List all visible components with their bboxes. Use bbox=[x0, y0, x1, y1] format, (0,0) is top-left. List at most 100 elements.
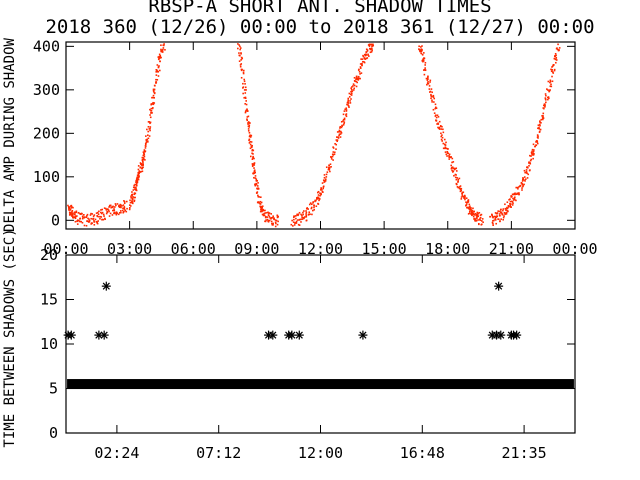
top-data-point bbox=[357, 79, 360, 81]
top-data-point bbox=[305, 213, 307, 215]
top-data-point bbox=[313, 204, 315, 206]
top-data-point bbox=[549, 85, 552, 88]
top-data-point bbox=[75, 210, 78, 213]
top-data-point bbox=[556, 47, 558, 49]
top-data-point bbox=[249, 134, 252, 137]
top-data-point bbox=[240, 59, 242, 61]
top-data-point bbox=[359, 66, 362, 68]
top-data-point bbox=[297, 219, 299, 221]
top-data-point bbox=[346, 103, 348, 106]
top-data-point bbox=[81, 221, 84, 224]
top-data-point bbox=[350, 92, 353, 95]
top-data-point bbox=[528, 161, 530, 163]
top-data-point bbox=[461, 192, 463, 195]
top-y-axis: 0 100 200 300 400 bbox=[33, 37, 575, 229]
top-data-point bbox=[252, 153, 254, 155]
top-data-point bbox=[520, 181, 523, 184]
top-data-point bbox=[558, 47, 561, 49]
top-data-point bbox=[452, 161, 455, 163]
top-data-point bbox=[243, 89, 246, 91]
top-data-point bbox=[516, 186, 519, 189]
top-data-point bbox=[549, 80, 552, 83]
top-data-point bbox=[81, 215, 84, 218]
top-data-point bbox=[509, 198, 511, 200]
top-data-point bbox=[76, 220, 79, 222]
top-data-point bbox=[542, 117, 545, 119]
top-panel: 0 100 200 300 400 00:00 03:00 06:00 09:00 12:00 1… bbox=[2, 37, 598, 258]
top-data-point bbox=[347, 105, 350, 107]
top-data-point bbox=[537, 124, 540, 127]
top-data-point bbox=[132, 186, 135, 189]
top-data-point bbox=[76, 223, 79, 225]
top-data-point bbox=[334, 151, 336, 154]
top-data-point bbox=[153, 102, 156, 104]
top-data-point bbox=[534, 145, 536, 148]
top-data-point bbox=[130, 195, 132, 198]
top-data-point bbox=[72, 206, 74, 209]
top-data-point bbox=[316, 191, 319, 194]
top-data-point bbox=[131, 201, 133, 203]
top-data-point bbox=[540, 118, 543, 121]
top-data-point bbox=[549, 79, 552, 82]
top-data-point bbox=[140, 170, 142, 173]
top-data-point bbox=[540, 121, 542, 124]
top-data-point bbox=[293, 215, 296, 218]
top-data-point bbox=[144, 147, 147, 149]
top-data-point bbox=[435, 116, 438, 119]
top-data-point bbox=[70, 213, 72, 215]
top-data-point bbox=[515, 186, 518, 189]
top-data-point bbox=[276, 216, 279, 219]
top-data-point bbox=[494, 212, 497, 214]
top-data-point bbox=[258, 196, 260, 198]
top-data-point bbox=[499, 220, 501, 223]
top-data-point bbox=[353, 87, 355, 90]
top-data-point bbox=[463, 195, 465, 198]
top-data-point bbox=[349, 93, 352, 96]
top-data-point bbox=[322, 179, 325, 181]
top-data-point bbox=[332, 154, 335, 156]
top-data-point bbox=[314, 200, 316, 203]
top-data-point bbox=[366, 49, 369, 51]
top-data-point bbox=[501, 212, 503, 215]
bottom-x-tick-label: 12:00 bbox=[298, 444, 343, 462]
top-data-point bbox=[536, 141, 539, 143]
top-data-point bbox=[75, 215, 77, 218]
top-data-point bbox=[117, 213, 120, 216]
top-data-point bbox=[330, 166, 332, 168]
top-data-point bbox=[311, 203, 313, 206]
top-data-point bbox=[135, 183, 137, 186]
top-data-point bbox=[248, 142, 251, 144]
top-data-point bbox=[507, 206, 510, 208]
top-data-point bbox=[271, 222, 273, 225]
top-data-point bbox=[552, 72, 555, 74]
top-data-point bbox=[473, 218, 475, 220]
top-data-point bbox=[113, 208, 115, 210]
top-data-point bbox=[351, 86, 353, 88]
top-data-point bbox=[457, 178, 460, 181]
top-data-point bbox=[145, 141, 148, 144]
top-data-point bbox=[267, 211, 269, 214]
top-data-point bbox=[522, 185, 524, 188]
top-data-point bbox=[113, 209, 116, 212]
top-data-point bbox=[457, 186, 460, 189]
top-data-point bbox=[254, 183, 256, 186]
top-data-point bbox=[455, 178, 458, 181]
top-data-point bbox=[161, 50, 164, 52]
top-data-point bbox=[441, 136, 444, 139]
top-data-point bbox=[69, 212, 71, 215]
top-data-point bbox=[341, 124, 343, 127]
top-data-point bbox=[272, 215, 274, 218]
top-data-point bbox=[432, 108, 435, 111]
top-data-point bbox=[355, 85, 358, 88]
top-data-point bbox=[357, 75, 360, 78]
top-data-point bbox=[164, 49, 166, 51]
top-data-point bbox=[513, 197, 516, 200]
top-data-point bbox=[260, 205, 262, 208]
top-data-point bbox=[337, 136, 339, 139]
top-data-point bbox=[253, 157, 255, 160]
top-data-point bbox=[521, 180, 524, 182]
top-data-point bbox=[480, 220, 483, 222]
top-data-point bbox=[355, 78, 357, 81]
top-data-point bbox=[542, 114, 544, 117]
top-data-point bbox=[109, 205, 111, 207]
